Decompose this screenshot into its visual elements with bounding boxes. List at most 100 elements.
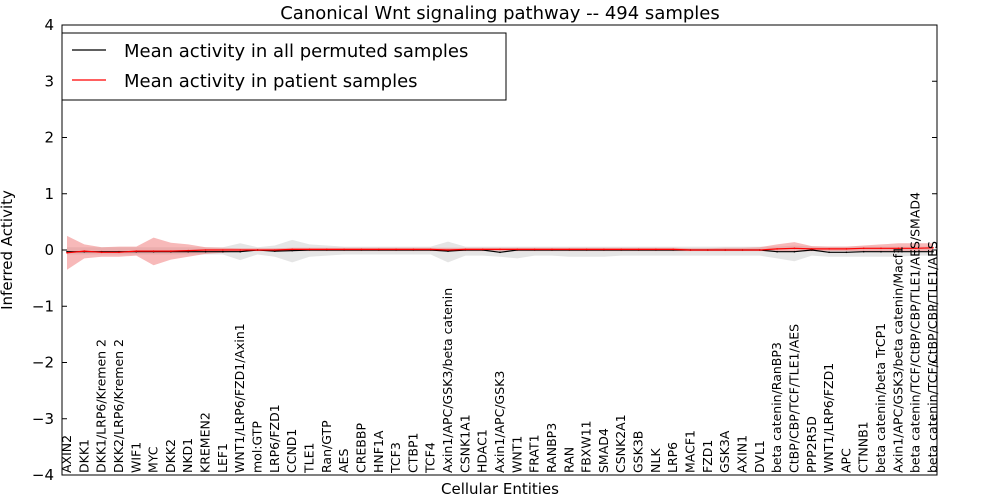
point-series-1-30 [585,248,588,251]
point-series-1-34 [655,248,657,251]
point-series-1-18 [378,248,380,251]
confidence-bands [67,235,933,270]
category-label-1: DKK1 [76,439,91,473]
point-series-1-21 [429,248,432,251]
category-label-37: FZD1 [700,440,715,473]
y-tick-label-4: 0 [44,241,54,259]
category-label-50: beta catenin/TCF/CtBP/CBP/TLE1/AES [925,241,940,473]
category-label-18: HNF1A [371,430,386,473]
point-series-1-15 [326,248,328,251]
point-series-1-16 [343,248,345,251]
point-series-1-11 [256,249,259,251]
category-label-28: RANBP3 [544,423,559,473]
point-series-0-42 [793,250,796,253]
point-series-1-50 [932,247,934,249]
point-series-0-45 [845,251,848,254]
category-label-10: WNT1/LRP6/FZD1/Axin1 [232,323,247,473]
category-label-16: AES [336,449,351,473]
category-label-33: GSK3B [631,431,646,473]
category-label-27: FRAT1 [527,434,542,473]
category-label-32: CSNK2A1 [613,414,628,473]
point-series-1-10 [239,249,241,251]
y-axis-label: Inferred Activity [0,190,16,310]
point-series-0-48 [897,250,900,253]
category-label-24: HDAC1 [475,429,490,473]
point-series-1-40 [759,249,761,251]
y-tick-label-7: −3 [32,410,54,428]
point-series-1-6 [170,250,172,252]
point-series-1-17 [360,248,363,251]
point-series-1-7 [187,249,189,252]
chart-title: Canonical Wnt signaling pathway -- 494 s… [280,3,720,24]
category-label-8: KREMEN2 [198,412,213,473]
category-label-20: CTBP1 [405,433,420,473]
point-series-1-44 [828,248,830,250]
point-series-0-50 [932,250,934,253]
point-series-1-36 [689,249,692,251]
point-series-0-43 [811,249,813,251]
category-label-21: TCF4 [423,442,438,474]
point-series-1-1 [83,250,86,252]
legend-label-permuted: Mean activity in all permuted samples [124,41,468,62]
point-series-1-31 [603,248,605,251]
point-series-1-4 [135,250,138,252]
point-series-1-42 [793,247,796,250]
category-label-39: AXIN1 [735,435,750,473]
category-label-2: DKK1/LRP6/Kremen 2 [94,339,109,473]
point-series-0-10 [239,250,241,253]
category-label-4: WIF1 [128,442,143,473]
y-tick-label-6: −2 [32,354,54,372]
point-series-0-47 [880,250,882,253]
point-series-1-5 [152,250,155,252]
point-series-1-46 [862,247,865,250]
category-label-31: SMAD4 [596,428,611,473]
category-label-15: Ran/GTP [319,420,334,473]
point-series-0-9 [222,250,224,253]
category-label-3: DKK2/LRP6/Kremen 2 [111,339,126,473]
category-label-48: Axin1/APC/GSK3/beta catenin/Macf1 [890,246,905,473]
y-tick-label-5: −1 [32,297,54,315]
point-series-1-39 [741,249,744,251]
category-label-19: TCF3 [388,442,403,474]
point-series-1-25 [499,248,501,251]
point-series-1-48 [897,247,900,250]
point-series-0-12 [274,250,276,252]
point-series-1-27 [533,248,536,251]
category-label-43: PPP2R5D [804,416,819,473]
point-series-1-43 [811,248,813,250]
category-label-42: CtBP/CBP/TCF/TLE1/AES [786,324,801,473]
category-label-17: CREBBP [353,423,368,473]
point-series-1-41 [776,248,778,250]
category-label-22: Axin1/APC/GSK3/beta catenin [440,288,455,473]
category-label-35: LRP6 [665,442,680,473]
category-label-5: MYC [146,446,161,473]
point-series-1-19 [395,248,397,251]
point-series-0-44 [828,251,830,254]
point-series-1-12 [274,249,276,251]
point-series-0-41 [776,250,778,253]
point-series-1-49 [914,247,917,250]
legend-label-patient: Mean activity in patient samples [124,71,418,92]
point-series-1-24 [481,248,484,251]
point-series-1-22 [447,249,449,251]
legend-box [61,32,507,101]
point-series-1-33 [637,248,640,251]
category-label-23: CSNK1A1 [457,414,472,473]
category-label-41: beta catenin/RanBP3 [769,342,784,473]
point-series-1-26 [516,248,519,251]
point-series-1-20 [412,248,415,251]
point-series-1-28 [551,248,553,251]
point-series-0-7 [187,250,189,253]
y-axis-ticks: 4 3 2 1 0 −1 −2 −3 −4 [32,16,937,484]
point-series-1-13 [291,248,294,251]
point-series-0-49 [914,250,917,253]
point-series-1-0 [66,252,68,254]
point-series-0-0 [66,250,68,253]
category-label-29: RAN [561,447,576,473]
point-series-1-37 [707,249,709,251]
category-label-46: CTNNB1 [856,421,871,473]
legend: Mean activity in all permuted samples Me… [61,32,507,101]
band-series-1 [67,235,933,270]
category-label-47: beta catenin/beta TrCP1 [873,323,888,473]
